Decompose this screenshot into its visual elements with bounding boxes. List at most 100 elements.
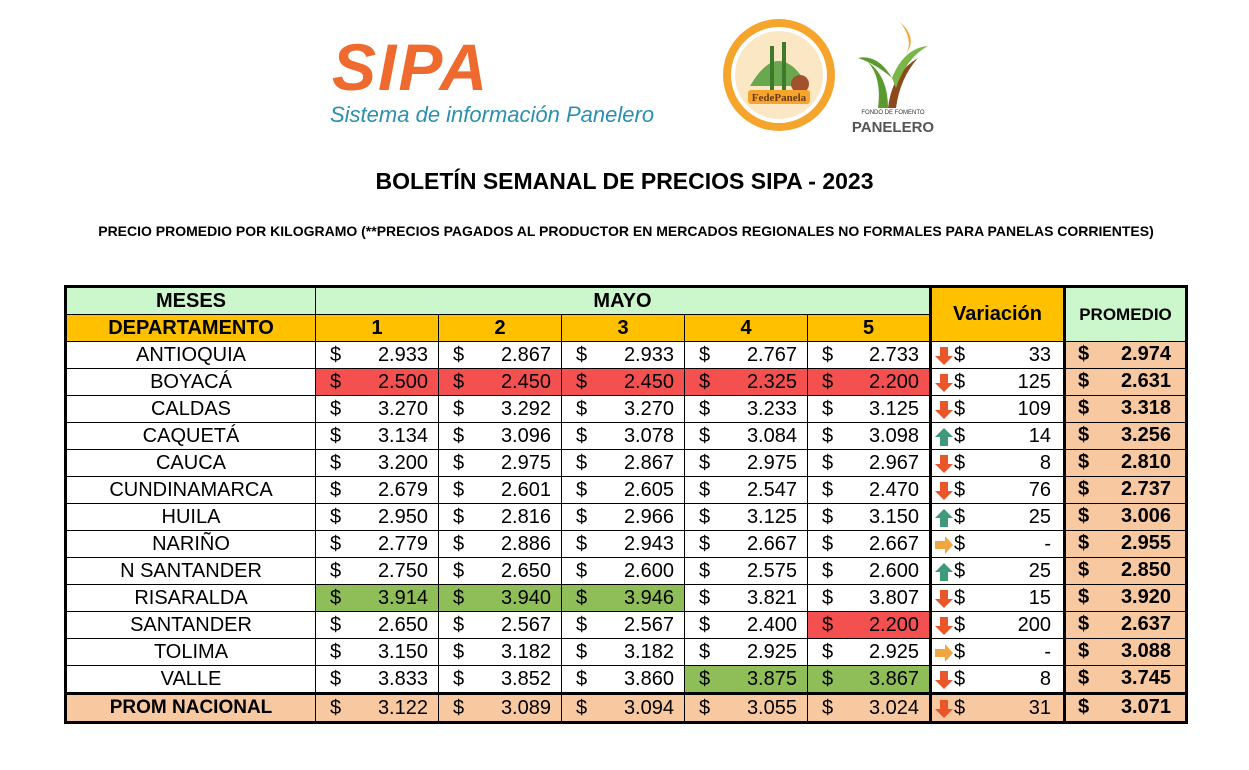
price-cell: $2.886 [438, 530, 562, 558]
price-cell: $3.125 [807, 395, 931, 423]
price-value: 2.470 [868, 479, 919, 501]
price-value: 2.767 [746, 344, 797, 366]
price-cell: $3.078 [561, 422, 685, 450]
promedio-value: 3.088 [1120, 640, 1171, 662]
currency-symbol: $ [453, 425, 465, 447]
arrow-up-icon [934, 427, 954, 447]
price-value: 3.946 [623, 587, 674, 609]
price-value: 3.270 [623, 398, 674, 420]
price-cell: $2.650 [315, 611, 439, 639]
promedio-value: 3.006 [1120, 505, 1171, 527]
price-cell: $3.821 [684, 584, 808, 612]
variation-cell: $15 [929, 584, 1065, 612]
price-value: 2.933 [623, 344, 674, 366]
price-value: 3.098 [868, 425, 919, 447]
department-name: CUNDINAMARCA [65, 476, 316, 504]
currency-symbol: $ [822, 614, 834, 636]
price-cell: $2.500 [315, 368, 439, 396]
variation-cell: $31 [929, 692, 1065, 723]
currency-symbol: $ [453, 641, 465, 663]
currency-symbol: $ [954, 452, 966, 474]
price-value: 3.914 [377, 587, 428, 609]
currency-symbol: $ [954, 425, 966, 447]
price-value: 3.150 [377, 641, 428, 663]
price-cell: $3.150 [315, 638, 439, 666]
currency-symbol: $ [330, 533, 342, 555]
variation-value: 33 [1028, 344, 1051, 366]
week-header: 1 [315, 314, 439, 342]
arrow-down-icon [934, 454, 954, 474]
promedio-cell: $2.637 [1063, 611, 1187, 639]
promedio-cell: $3.088 [1063, 638, 1187, 666]
currency-symbol: $ [699, 560, 711, 582]
price-cell: $3.914 [315, 584, 439, 612]
price-cell: $2.450 [438, 368, 562, 396]
department-name: HUILA [65, 503, 316, 531]
currency-symbol: $ [954, 697, 966, 719]
price-value: 2.600 [868, 560, 919, 582]
currency-symbol: $ [453, 533, 465, 555]
price-cell: $3.055 [684, 692, 808, 723]
variation-value: - [1044, 641, 1051, 663]
currency-symbol: $ [822, 398, 834, 420]
promedio-value: 2.737 [1120, 478, 1171, 500]
price-value: 3.134 [377, 425, 428, 447]
currency-symbol: $ [699, 479, 711, 501]
table-row: BOYACÁ $2.500 $2.450 $2.450 $2.325 $2.200 $125… [65, 368, 1187, 396]
currency-symbol: $ [1078, 343, 1090, 365]
price-value: 2.667 [868, 533, 919, 555]
currency-symbol: $ [699, 533, 711, 555]
table-row: RISARALDA $3.914 $3.940 $3.946 $3.821 $3.807 $… [65, 584, 1187, 612]
variation-value: 8 [1039, 452, 1051, 474]
price-value: 2.679 [377, 479, 428, 501]
currency-symbol: $ [576, 479, 588, 501]
variation-cell: $14 [929, 422, 1065, 450]
currency-symbol: $ [576, 533, 588, 555]
currency-symbol: $ [1078, 451, 1090, 473]
variation-cell: $25 [929, 503, 1065, 531]
currency-symbol: $ [822, 479, 834, 501]
currency-symbol: $ [453, 398, 465, 420]
promedio-header: PROMEDIO [1063, 286, 1187, 342]
promedio-value: 3.745 [1120, 667, 1171, 689]
meses-header: MESES [65, 286, 316, 315]
price-value: 2.967 [868, 452, 919, 474]
currency-symbol: $ [453, 452, 465, 474]
price-cell: $2.567 [438, 611, 562, 639]
price-cell: $2.450 [561, 368, 685, 396]
promedio-cell: $2.810 [1063, 449, 1187, 477]
price-cell: $3.200 [315, 449, 439, 477]
price-value: 2.200 [868, 371, 919, 393]
currency-symbol: $ [699, 344, 711, 366]
currency-symbol: $ [954, 587, 966, 609]
arrow-down-icon [934, 616, 954, 636]
fondo-panelero-logo: FONDO DE FOMENTO PANELERO [848, 18, 938, 140]
price-cell: $3.940 [438, 584, 562, 612]
currency-symbol: $ [1078, 532, 1090, 554]
price-cell: $2.650 [438, 557, 562, 585]
promedio-cell: $2.974 [1063, 341, 1187, 369]
variation-value: 25 [1028, 560, 1051, 582]
promedio-cell: $3.256 [1063, 422, 1187, 450]
currency-symbol: $ [330, 371, 342, 393]
currency-symbol: $ [453, 697, 465, 719]
price-value: 3.292 [500, 398, 551, 420]
price-cell: $3.292 [438, 395, 562, 423]
price-cell: $2.667 [684, 530, 808, 558]
currency-symbol: $ [954, 533, 966, 555]
price-value: 3.055 [746, 697, 797, 719]
price-cell: $3.134 [315, 422, 439, 450]
price-cell: $2.925 [807, 638, 931, 666]
price-value: 2.400 [746, 614, 797, 636]
price-cell: $3.270 [561, 395, 685, 423]
price-value: 2.450 [623, 371, 674, 393]
price-cell: $2.933 [315, 341, 439, 369]
price-value: 2.950 [377, 506, 428, 528]
price-cell: $3.084 [684, 422, 808, 450]
price-cell: $2.567 [561, 611, 685, 639]
price-value: 2.925 [868, 641, 919, 663]
price-value: 3.125 [868, 398, 919, 420]
table-row: CALDAS $3.270 $3.292 $3.270 $3.233 $3.125 $109… [65, 395, 1187, 423]
price-value: 3.270 [377, 398, 428, 420]
price-cell: $3.150 [807, 503, 931, 531]
